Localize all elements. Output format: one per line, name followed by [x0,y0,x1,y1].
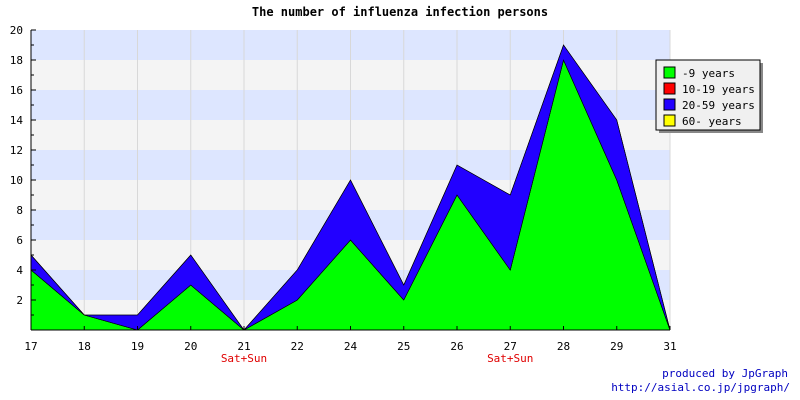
legend-swatch [663,66,676,79]
legend-label: 10-19 years [682,83,755,96]
y-tick-label: 18 [10,54,23,67]
x-tick-label: 22 [291,340,304,353]
x-tick-label: 29 [610,340,623,353]
x-tick-label: 25 [397,340,410,353]
credit-produced-by: produced by JpGraph [662,367,788,380]
legend-swatch [663,82,676,95]
x-tick-sublabel: Sat+Sun [487,352,533,365]
legend-label: 60- years [682,115,742,128]
x-tick-label: 21 [237,340,250,353]
x-tick-label: 17 [24,340,37,353]
legend-swatch [663,98,676,111]
x-tick-sublabel: Sat+Sun [221,352,267,365]
stacked-areas [31,44,670,330]
credit-url[interactable]: http://asial.co.jp/jpgraph/ [611,381,790,394]
y-tick-label: 2 [16,294,23,307]
y-tick-label: 10 [10,174,23,187]
x-tick-label: 26 [450,340,463,353]
x-tick-label: 24 [344,340,358,353]
y-tick-label: 6 [16,234,23,247]
legend-label: -9 years [682,67,735,80]
x-tick-label: 19 [131,340,144,353]
y-tick-label: 14 [10,114,24,127]
x-tick-label: 27 [504,340,517,353]
y-tick-label: 20 [10,24,23,37]
x-tick-label: 28 [557,340,570,353]
legend-label: 20-59 years [682,99,755,112]
legend-swatch [663,114,676,127]
x-tick-label: 20 [184,340,197,353]
legend: -9 years 10-19 years 20-59 years 60- years [655,59,763,133]
x-tick-label: 31 [663,340,676,353]
y-tick-label: 12 [10,144,23,157]
y-tick-label: 16 [10,84,23,97]
x-tick-label: 18 [78,340,91,353]
y-tick-label: 4 [16,264,23,277]
y-tick-label: 8 [16,204,23,217]
chart-title: The number of influenza infection person… [252,5,548,19]
